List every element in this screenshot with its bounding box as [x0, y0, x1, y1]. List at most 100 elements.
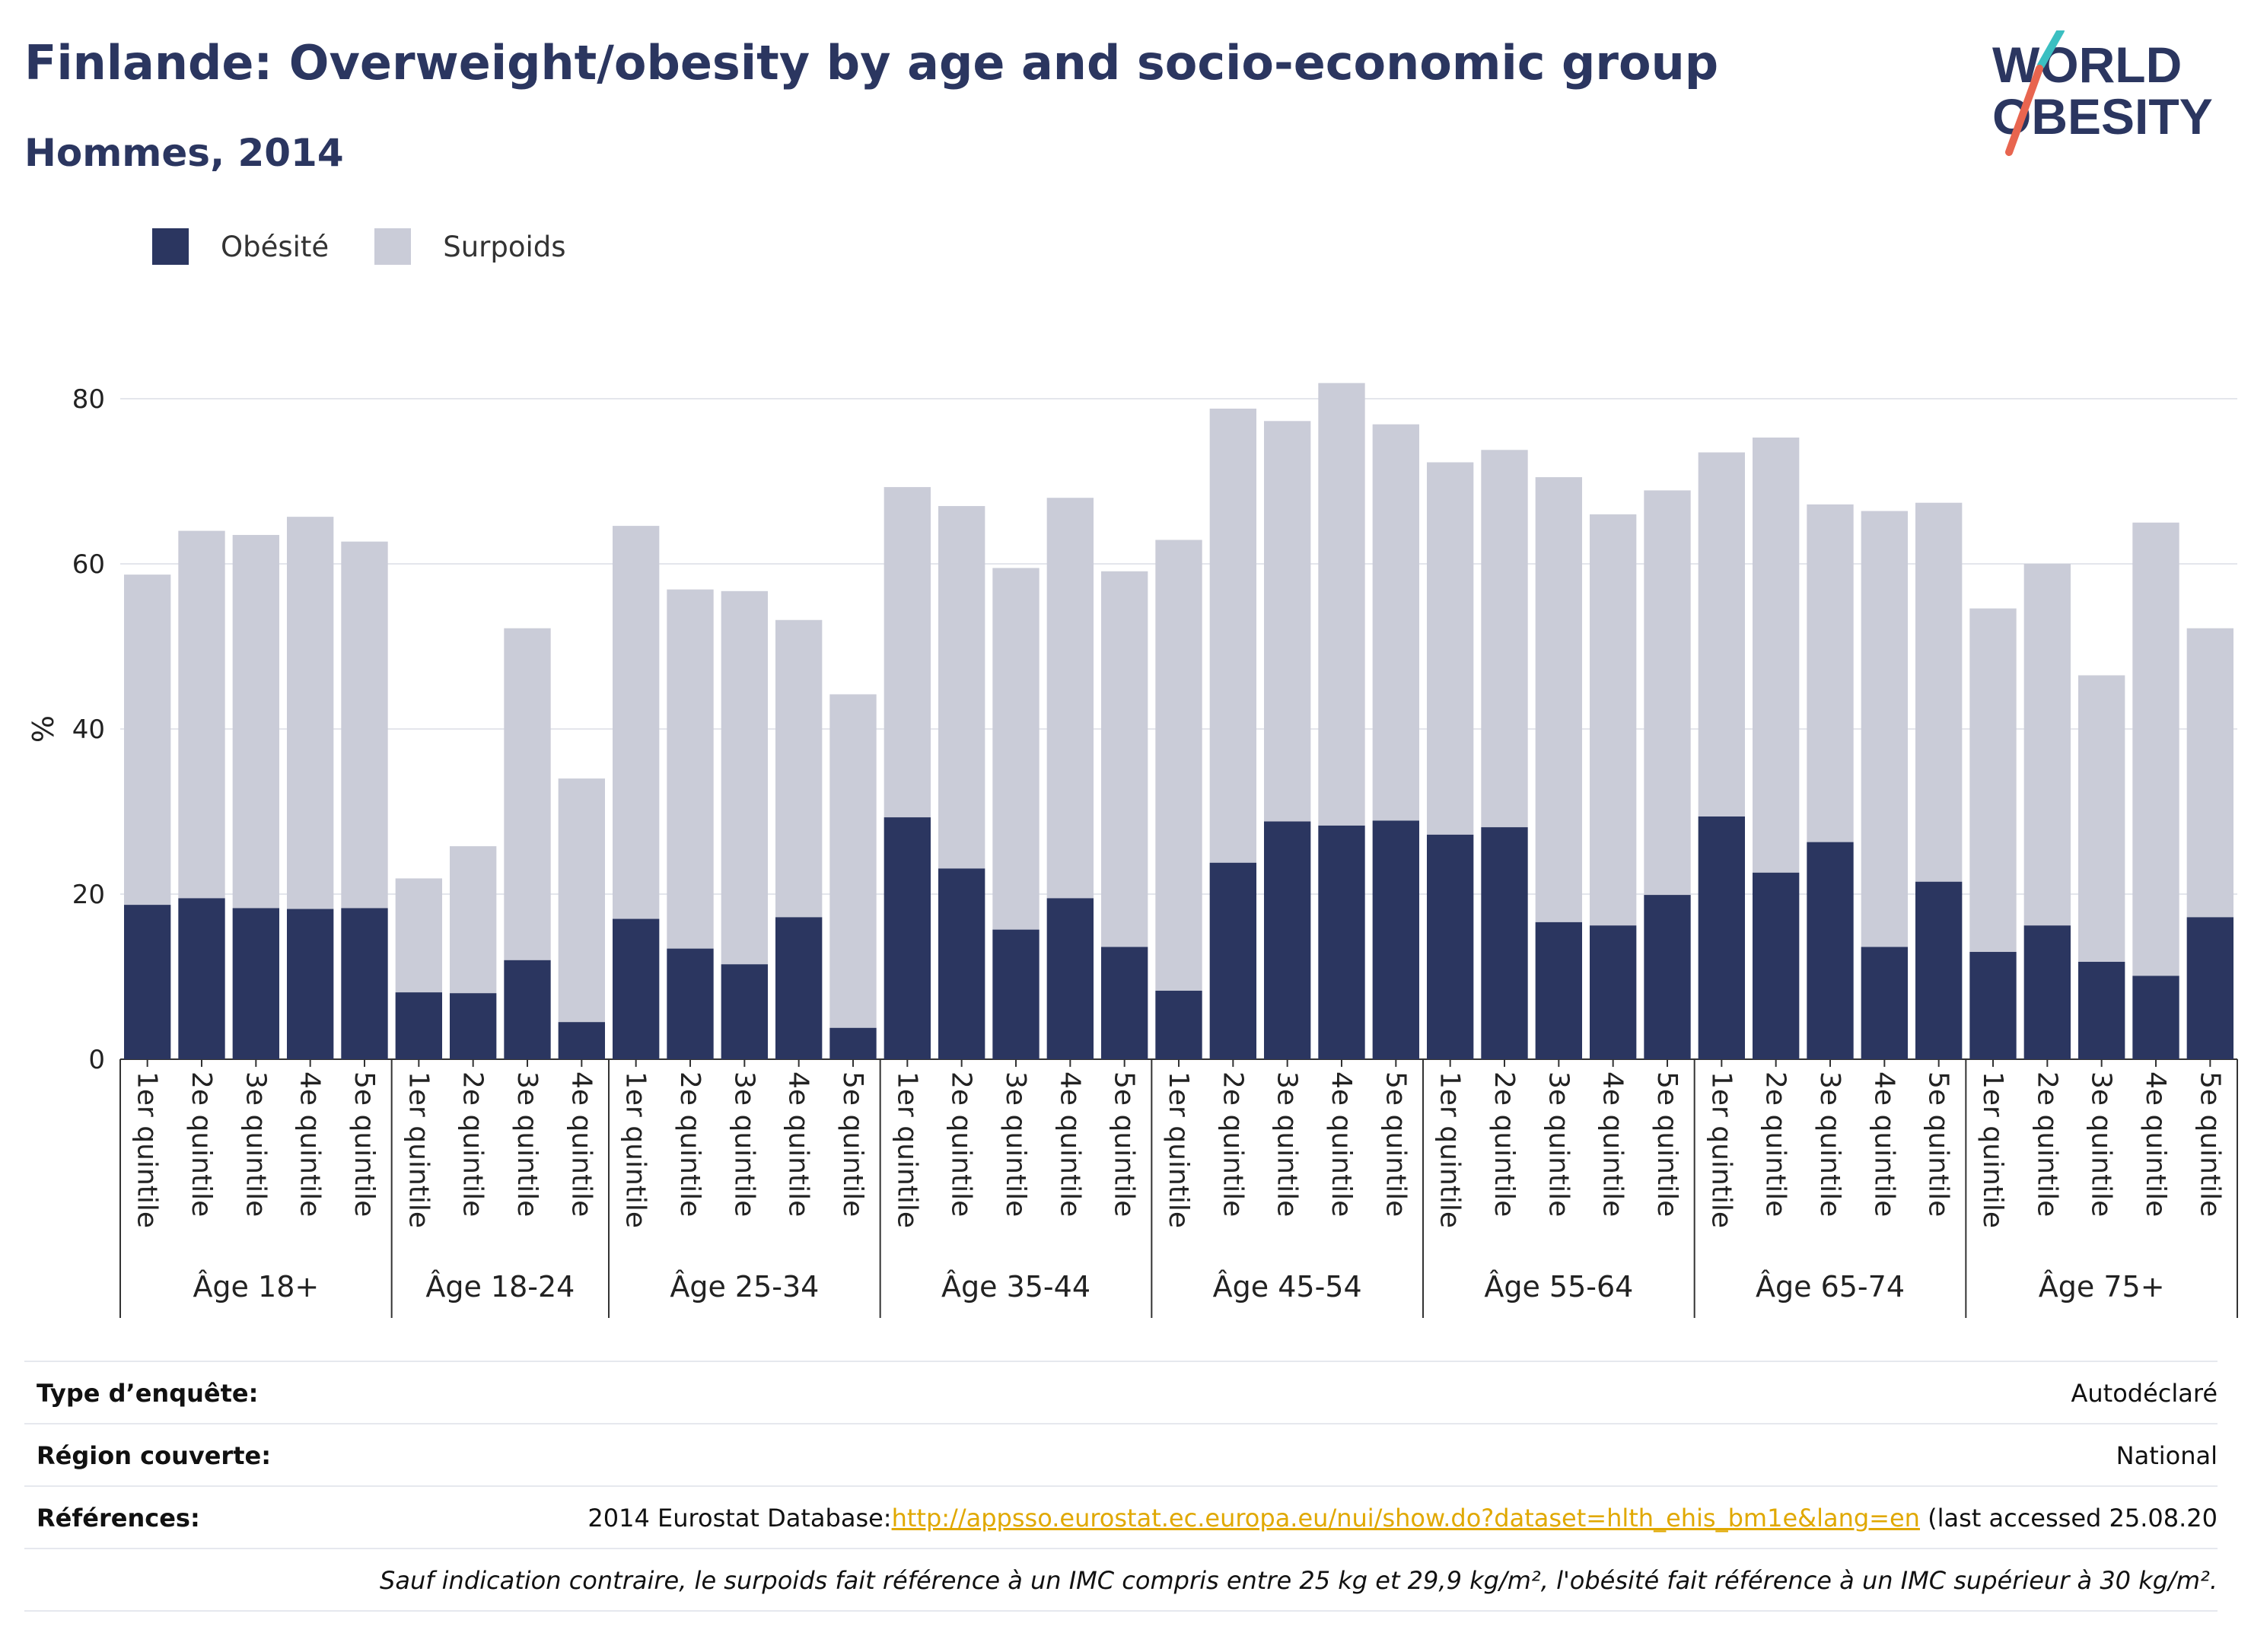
x-tick-label: 4e quintile: [1054, 1071, 1085, 1217]
x-tick-label: 3e quintile: [1272, 1071, 1303, 1217]
bar-overweight: [558, 778, 606, 1023]
y-tick-label: 60: [72, 549, 105, 580]
x-tick-label: 5e quintile: [837, 1071, 868, 1217]
bar-overweight: [1318, 383, 1365, 826]
x-tick-label: 4e quintile: [1868, 1071, 1899, 1217]
x-tick-label: 5e quintile: [349, 1071, 380, 1217]
meta-refs-link[interactable]: http://appsso.eurostat.ec.europa.eu/nui/…: [891, 1504, 1920, 1533]
x-tick-label: 3e quintile: [1543, 1071, 1574, 1217]
x-tick-label: 5e quintile: [1651, 1071, 1683, 1217]
x-tick-label: 5e quintile: [1380, 1071, 1411, 1217]
x-tick-label: 4e quintile: [565, 1071, 597, 1217]
bar-obesity: [1807, 842, 1854, 1059]
legend-label-overweight: Surpoids: [443, 230, 566, 263]
meta-survey-value: Autodéclaré: [2071, 1379, 2218, 1408]
bar-obesity: [1969, 951, 2017, 1059]
bar-obesity: [1698, 816, 1746, 1059]
x-tick-label: 3e quintile: [728, 1071, 759, 1217]
group-label: Âge 18+: [193, 1270, 319, 1303]
bar-obesity: [1481, 827, 1528, 1059]
bar-obesity: [2132, 976, 2179, 1059]
bar-overweight: [1426, 462, 1474, 835]
chart-title: Finlande: Overweight/obesity by age and …: [24, 35, 1719, 91]
legend-label-obesity: Obésité: [221, 230, 330, 263]
bar-overweight: [286, 517, 334, 909]
meta-refs-prefix: 2014 Eurostat Database:: [587, 1504, 892, 1533]
bar-overweight: [721, 590, 769, 965]
x-tick-label: 3e quintile: [511, 1071, 543, 1217]
x-tick-label: 4e quintile: [1597, 1071, 1629, 1217]
x-tick-label: 3e quintile: [1000, 1071, 1031, 1217]
meta-refs-suffix: (last accessed 25.08.20: [1919, 1504, 2218, 1533]
meta-region-label: Région couverte:: [37, 1441, 271, 1470]
x-tick-label: 4e quintile: [783, 1071, 814, 1217]
bar-obesity: [1752, 872, 1800, 1059]
bar-overweight: [1481, 450, 1528, 828]
bar-obesity: [1535, 921, 1583, 1059]
x-tick-label: 5e quintile: [1109, 1071, 1140, 1217]
bar-obesity: [2023, 925, 2071, 1059]
bar-overweight: [1372, 424, 1420, 821]
bar-obesity: [1644, 895, 1691, 1059]
group-label: Âge 75+: [2039, 1270, 2165, 1303]
bar-overweight: [1861, 511, 1909, 947]
bar-overweight: [232, 535, 280, 909]
y-axis-label: %: [27, 715, 60, 743]
bar-obesity: [612, 918, 660, 1059]
world-obesity-logo: WORLD OBESITY: [1986, 27, 2237, 160]
x-tick-label: 4e quintile: [1326, 1071, 1357, 1217]
bar-overweight: [1263, 421, 1311, 822]
group-label: Âge 18-24: [425, 1270, 575, 1303]
bar-overweight: [1752, 437, 1800, 873]
x-tick-label: 4e quintile: [2140, 1071, 2171, 1217]
x-tick-label: 2e quintile: [1760, 1071, 1791, 1217]
bar-obesity: [504, 960, 551, 1059]
y-tick-label: 40: [72, 715, 105, 745]
bar-overweight: [667, 589, 714, 949]
bar-obesity: [341, 908, 388, 1059]
meta-row-note: Sauf indication contraire, le surpoids f…: [24, 1548, 2218, 1612]
bar-overweight: [938, 506, 985, 869]
y-tick-label: 0: [88, 1045, 105, 1075]
legend-item-overweight[interactable]: Surpoids: [374, 228, 566, 265]
bar-overweight: [341, 541, 388, 909]
meta-row-region: Région couverte: National: [24, 1423, 2218, 1487]
bar-overweight: [178, 530, 225, 899]
x-tick-label: 1er quintile: [1434, 1071, 1466, 1228]
bar-obesity: [178, 898, 225, 1059]
x-tick-label: 5e quintile: [2194, 1071, 2225, 1217]
logo-word-world: WORLD: [1992, 37, 2182, 93]
bar-obesity: [1589, 925, 1637, 1059]
bar-obesity: [232, 908, 280, 1059]
bar-obesity: [286, 909, 334, 1059]
bar-obesity: [1046, 898, 1094, 1059]
meta-region-value: National: [2116, 1441, 2218, 1470]
bar-overweight: [449, 846, 497, 994]
bar-obesity: [558, 1022, 606, 1059]
logo-slash-coral: [2005, 65, 2043, 156]
meta-row-survey: Type d’enquête: Autodéclaré: [24, 1361, 2218, 1424]
x-tick-label: 3e quintile: [1814, 1071, 1845, 1217]
bar-obesity: [1372, 820, 1420, 1059]
bar-overweight: [992, 568, 1040, 930]
legend: Obésité Surpoids: [152, 225, 612, 268]
x-tick-label: 2e quintile: [674, 1071, 705, 1217]
bar-overweight: [1915, 502, 1963, 882]
bar-overweight: [2023, 564, 2071, 926]
bar-obesity: [1100, 947, 1148, 1059]
y-tick-label: 80: [72, 384, 105, 415]
bar-overweight: [2132, 522, 2179, 976]
x-tick-label: 1er quintile: [891, 1071, 922, 1228]
bar-overweight: [2186, 628, 2234, 918]
meta-refs-value: 2014 Eurostat Database:http://appsso.eur…: [587, 1504, 2218, 1533]
legend-item-obesity[interactable]: Obésité: [152, 228, 329, 265]
x-tick-label: 2e quintile: [2031, 1071, 2062, 1217]
bar-overweight: [1100, 571, 1148, 947]
meta-bottom-divider: [24, 1610, 2218, 1612]
chart-subtitle: Hommes, 2014: [24, 131, 344, 175]
bar-overweight: [1698, 452, 1746, 817]
group-label: Âge 35-44: [941, 1270, 1090, 1303]
meta-row-references: Références: 2014 Eurostat Database:http:…: [24, 1485, 2218, 1549]
bar-obesity: [2186, 917, 2234, 1059]
x-tick-label: 1er quintile: [132, 1071, 163, 1228]
